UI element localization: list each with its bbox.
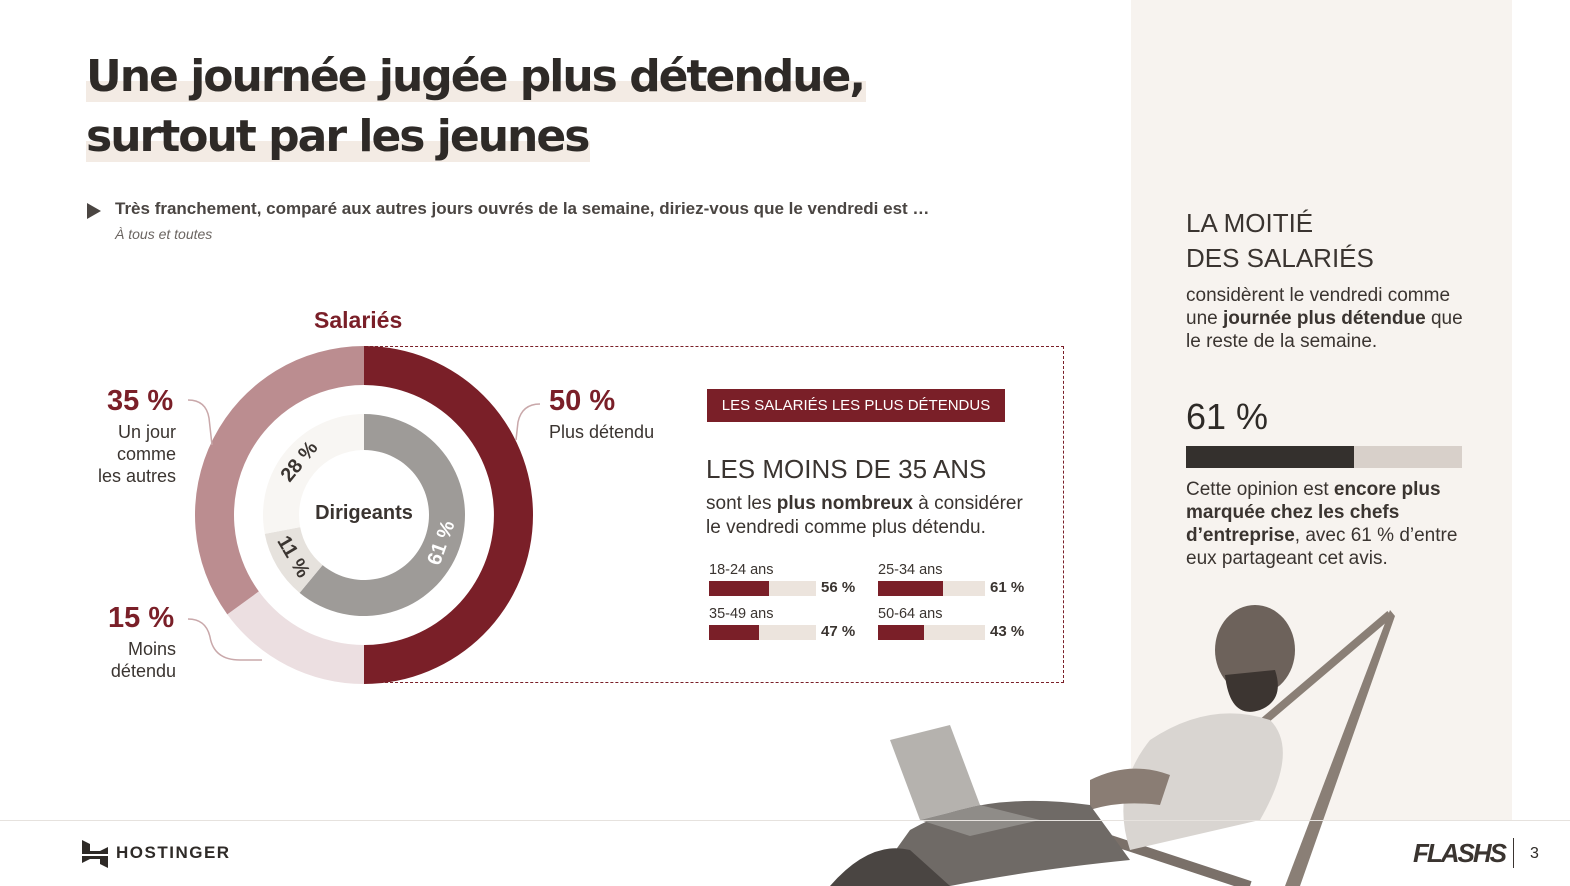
pct-plus-detendu: 50 % bbox=[549, 385, 616, 417]
age-bar-fill bbox=[878, 581, 944, 596]
page-title-line-1: Une journée jugée plus détendue, bbox=[86, 51, 866, 102]
footer-divider bbox=[0, 820, 1570, 821]
age-bar-value: 43 % bbox=[990, 623, 1025, 640]
side-progress-bar bbox=[1186, 446, 1462, 468]
dirigeants-slice-1 bbox=[264, 527, 323, 593]
age-label: 50-64 ans bbox=[878, 606, 943, 622]
question-text: Très franchement, comparé aux autres jou… bbox=[115, 199, 930, 218]
relaxing-man-photo bbox=[830, 605, 1395, 886]
side-paragraph-2: Cette opinion est encore plus marquée ch… bbox=[1186, 479, 1458, 569]
age-label: 35-49 ans bbox=[709, 606, 774, 622]
salaries-slice-0 bbox=[364, 346, 533, 684]
label-moins-detendu: Moins détendu bbox=[110, 639, 176, 681]
label-leader-lines bbox=[187, 399, 541, 661]
leader-line-comme bbox=[187, 399, 213, 446]
age-bar-track bbox=[709, 625, 816, 640]
dirigeants-slice-2 bbox=[263, 414, 364, 534]
side-heading-line-1: LA MOITIÉ bbox=[1186, 208, 1314, 238]
flashs-logo: FLASHS bbox=[1413, 838, 1507, 868]
age-bar-value: 47 % bbox=[821, 623, 856, 640]
dirigeants-slice-0 bbox=[299, 414, 465, 616]
pct-comme-les-autres: 35 % bbox=[107, 385, 174, 417]
age-label: 18-24 ans bbox=[709, 562, 774, 578]
age-label: 25-34 ans bbox=[878, 562, 943, 578]
page-number: 3 bbox=[1530, 845, 1539, 862]
man-illustration bbox=[830, 605, 1295, 886]
age-bar-track bbox=[878, 625, 985, 640]
side-paragraph-1: considèrent le vendredi comme une journé… bbox=[1186, 285, 1463, 352]
callout-heading: LES MOINS DE 35 ANS bbox=[706, 454, 987, 484]
callout-description: sont les plus nombreux à considérer le v… bbox=[706, 493, 1023, 538]
callout-box bbox=[365, 346, 1064, 683]
salaries-title: Salariés bbox=[314, 307, 403, 333]
label-comme-les-autres: Un jour comme les autres bbox=[97, 422, 176, 486]
age-bar-value: 56 % bbox=[821, 579, 856, 596]
leader-line-plus bbox=[515, 403, 541, 441]
label-plus-detendu: Plus détendu bbox=[549, 422, 655, 442]
side-progress-fill bbox=[1186, 446, 1355, 468]
question-base: À tous et toutes bbox=[115, 226, 213, 242]
hostinger-logo-icon bbox=[82, 840, 108, 868]
pct-moins-detendu: 15 % bbox=[108, 602, 175, 634]
salaries-ring bbox=[195, 346, 533, 684]
age-bar-track bbox=[709, 581, 816, 596]
hostinger-logo-text: HOSTINGER bbox=[116, 843, 231, 862]
dirigeants-ring bbox=[263, 414, 465, 616]
age-bar-fill bbox=[878, 625, 924, 640]
side-big-percent: 61 % bbox=[1186, 396, 1269, 437]
age-bar-fill bbox=[709, 581, 769, 596]
age-bar-fill bbox=[709, 625, 760, 640]
side-heading-line-2: DES SALARIÉS bbox=[1186, 243, 1374, 273]
dirigeants-title: Dirigeants bbox=[315, 502, 413, 524]
salaries-slice-1 bbox=[227, 591, 364, 684]
side-panel bbox=[1131, 0, 1512, 820]
leader-line-moins bbox=[187, 618, 262, 661]
page-title-line-2: surtout par les jeunes bbox=[86, 111, 590, 162]
footer-separator bbox=[1513, 838, 1514, 868]
play-triangle-icon bbox=[87, 203, 101, 219]
age-bar-track bbox=[878, 581, 985, 596]
salaries-slice-2 bbox=[195, 346, 364, 615]
callout-badge: LES SALARIÉS LES PLUS DÉTENDUS bbox=[707, 389, 1005, 422]
age-bar-value: 61 % bbox=[990, 579, 1025, 596]
